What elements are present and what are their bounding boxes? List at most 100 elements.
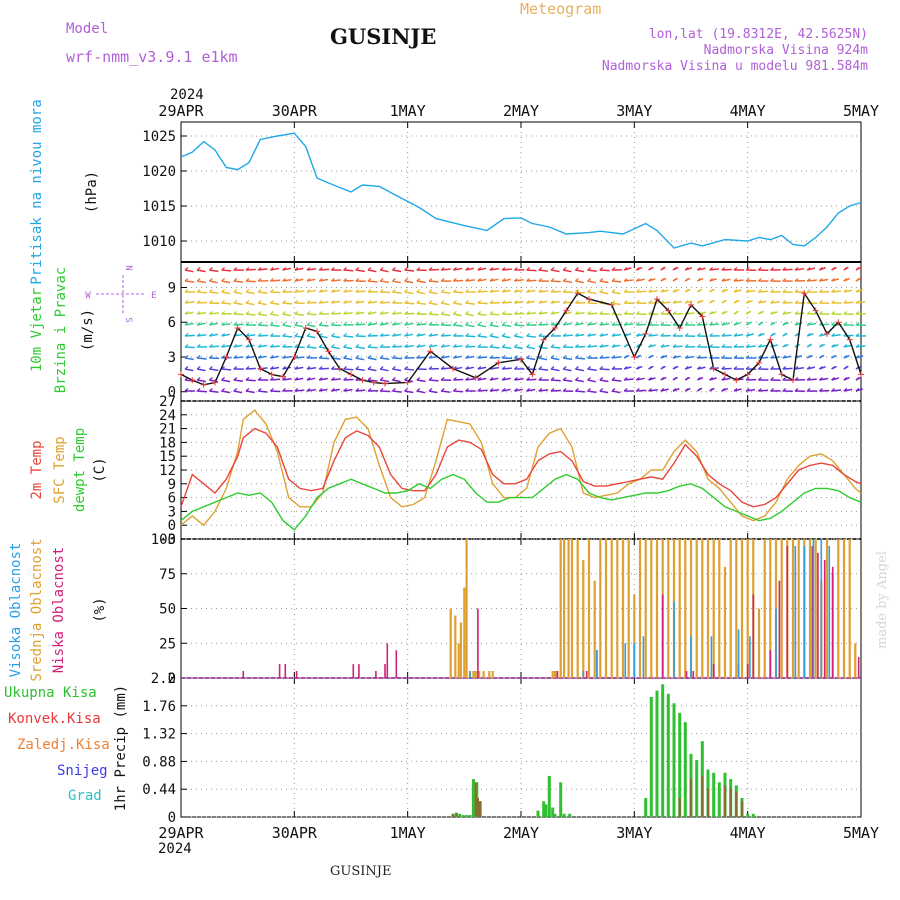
mid-cloud-bar [814,539,817,678]
wind-arrow-head [684,344,689,348]
wind-arrow [550,357,560,361]
wind-arrow-head [184,311,189,315]
wind-arrow [258,390,268,393]
wind-arrow-head [270,267,274,271]
wind-arrow-head [318,289,323,293]
wind-arrow [441,291,451,294]
wind-arrow-head [501,333,506,337]
wind-arrow [672,345,683,348]
wind-arrow-head [782,322,787,326]
total-precip-bar [678,712,682,818]
wind-arrow [489,346,500,349]
wind-arrow-head [806,388,811,392]
wind-speed-marker [370,379,377,386]
wind-arrow [306,377,316,381]
wind-arrow-head [379,300,384,304]
wind-arrow-head [672,377,677,381]
wind-arrow [453,291,464,294]
total-precip-bar [568,813,572,817]
wind-arrow-head [392,344,396,348]
wind-arrow [477,267,487,271]
wind-arrow [392,322,401,326]
high-cloud-bar [469,671,471,678]
wind-speed-marker [234,325,241,332]
wind-arrow [319,268,330,271]
mid-cloud-bar [553,671,557,678]
wind-arrow [563,280,573,284]
wind-arrow [282,377,292,381]
wind-arrow [489,335,499,339]
high-cloud-bar [775,608,777,678]
wind-arrow-head [477,300,482,304]
y-tick-label: 0 [168,810,176,826]
mid-cloud-bar [463,587,466,678]
wind-arrow [184,368,194,372]
wind-arrow-head [233,366,238,370]
wind-arrow [489,366,500,370]
year-bottom: 2024 [158,841,192,857]
wind-arrow [831,389,842,392]
wind-arrow [807,322,817,326]
wind-arrow-head [477,278,482,282]
wind-arrow-head [245,344,250,348]
wind-arrow-head [514,289,518,293]
wind-arrow [367,379,378,382]
wind-arrow [184,346,195,349]
wind-arrow [221,344,231,348]
wind-arrow-head [355,267,360,271]
wind-arrow [599,291,609,295]
y-tick-label: 1.76 [142,699,176,715]
wind-arrow [282,335,293,338]
wind-arrow-head [684,322,689,326]
wind-arrow-head [453,355,457,359]
wind-arrow [599,323,610,326]
wind-arrow [355,269,365,273]
wind-arrow-head [672,355,677,359]
wind-arrow-head [428,377,433,381]
wind-arrow-head [282,289,286,293]
wind-arrow-head [733,344,738,348]
wind-arrow-head [709,289,713,293]
wind-arrow-head [343,388,347,392]
wind-arrow [306,324,316,328]
wind-arrow-head [636,267,640,271]
wind-arrow-head [514,267,518,271]
wind-arrow-head [501,377,506,381]
wind-arrow [282,267,292,271]
low-cloud-label: Niska Oblacnost [51,547,67,673]
wind-arrow-head [733,289,738,293]
wind-speed-marker [688,301,694,308]
wind-speed-marker [756,359,762,366]
total-precip-bar [542,801,546,817]
wind-arrow-head [270,344,274,348]
wind-arrow-head [697,267,701,271]
wind-arrow [367,357,377,361]
wind-arrow-head [599,333,604,337]
conv-precip-bar [740,801,744,817]
wind-arrow-head [257,377,262,381]
wind-arrow-head [416,311,421,315]
wind-arrow-head [648,333,652,337]
wind-arrow-head [184,333,189,337]
wind-arrow [428,333,439,337]
wind-arrow [428,313,439,316]
wind-arrow [294,278,304,282]
wind-arrow-head [392,366,396,370]
wind-arrow-head [453,344,457,348]
wind-arrow-head [318,366,323,370]
wind-arrow-head [184,355,189,359]
wind-arrow [538,269,549,272]
wind-arrow-head [587,366,591,370]
wind-arrow-head [221,278,225,282]
wind-arrow-head [745,344,750,348]
wind-arrow-head [343,311,347,315]
wind-arrow-head [599,377,604,381]
conv-precip-bar [474,782,477,818]
wind-arrow [611,390,621,394]
wind-arrow-head [611,289,616,293]
wind-arrow [843,344,853,348]
wind-arrow-head [465,388,469,392]
wind-arrow [526,279,537,282]
wind-arrow [502,324,512,328]
wind-arrow [221,302,232,305]
